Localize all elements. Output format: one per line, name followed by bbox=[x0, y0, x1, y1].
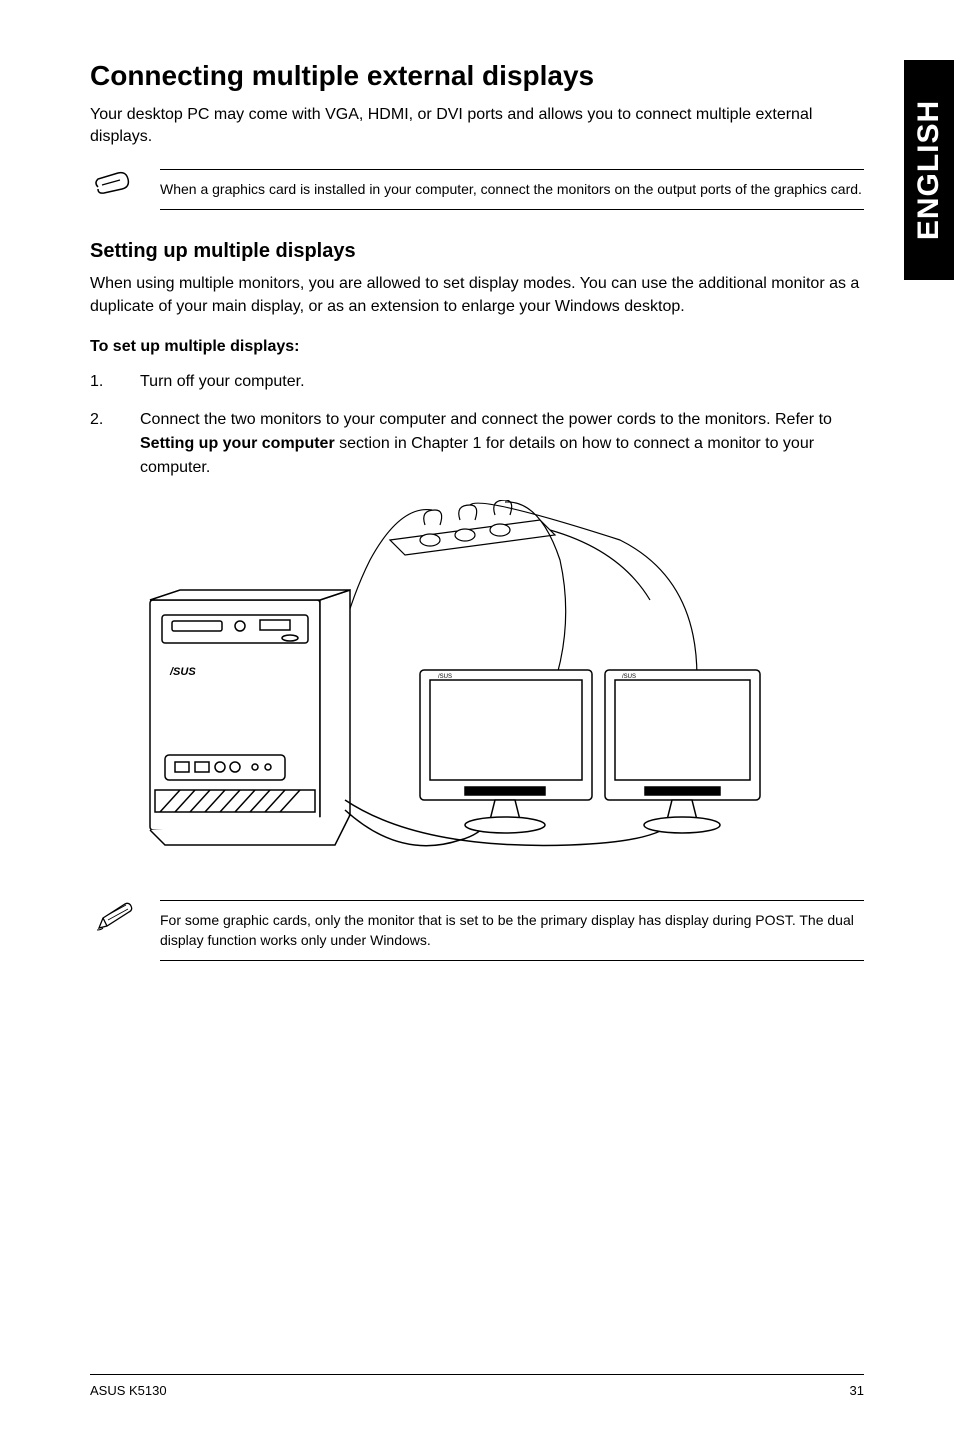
intro-paragraph: Your desktop PC may come with VGA, HDMI,… bbox=[90, 104, 864, 149]
note-1-text: When a graphics card is installed in you… bbox=[160, 169, 864, 211]
setup-illustration: /SUS bbox=[120, 500, 770, 880]
step-text: Turn off your computer. bbox=[140, 370, 864, 394]
steps-list: 1. Turn off your computer. 2. Connect th… bbox=[90, 370, 864, 480]
main-heading: Connecting multiple external displays bbox=[90, 60, 864, 92]
step-text-bold: Setting up your computer bbox=[140, 435, 335, 452]
note-2-text: For some graphic cards, only the monitor… bbox=[160, 900, 864, 961]
paperclip-icon bbox=[90, 169, 140, 199]
page-footer: ASUS K5130 31 bbox=[90, 1374, 864, 1398]
list-item: 2. Connect the two monitors to your comp… bbox=[90, 408, 864, 480]
footer-model: ASUS K5130 bbox=[90, 1383, 167, 1398]
step-number: 1. bbox=[90, 370, 110, 394]
sub-heading: Setting up multiple displays bbox=[90, 240, 864, 263]
footer-page-number: 31 bbox=[850, 1383, 864, 1398]
list-title: To set up multiple displays: bbox=[90, 338, 864, 356]
note-box-2: For some graphic cards, only the monitor… bbox=[90, 900, 864, 961]
step-text: Connect the two monitors to your compute… bbox=[140, 408, 864, 480]
list-item: 1. Turn off your computer. bbox=[90, 370, 864, 394]
svg-text:/SUS: /SUS bbox=[622, 674, 636, 680]
svg-text:/SUS: /SUS bbox=[169, 666, 196, 678]
page-content: Connecting multiple external displays Yo… bbox=[0, 0, 954, 1438]
note-box-1: When a graphics card is installed in you… bbox=[90, 169, 864, 211]
svg-text:/SUS: /SUS bbox=[438, 674, 452, 680]
sub-intro-paragraph: When using multiple monitors, you are al… bbox=[90, 273, 864, 318]
step-text-pre: Connect the two monitors to your compute… bbox=[140, 411, 832, 428]
step-number: 2. bbox=[90, 408, 110, 480]
pencil-icon bbox=[90, 900, 140, 934]
